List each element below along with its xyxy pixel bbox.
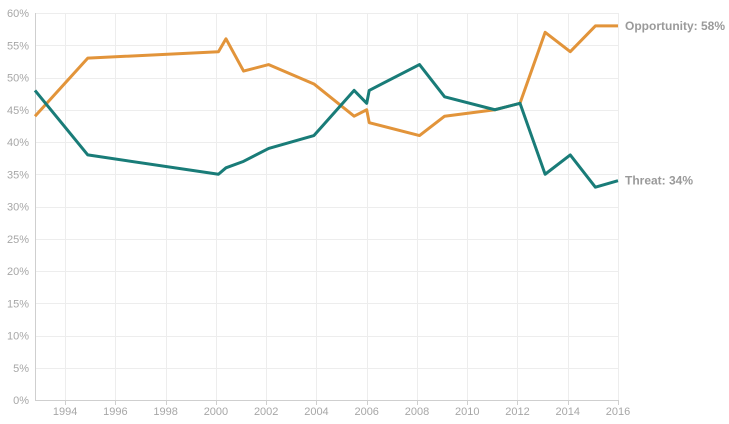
grid-lines (35, 13, 619, 405)
threat-end-label: Threat: 34% (625, 174, 693, 188)
y-tick-label: 25% (7, 234, 29, 246)
y-tick-label: 30% (7, 202, 29, 214)
x-axis-tick-labels: 1994 1996 1998 2000 2002 2004 2006 2008 2010 2012… (53, 406, 630, 418)
series-end-labels: Opportunity: 58% Threat: 34% (625, 19, 725, 188)
x-tick-label: 2012 (505, 406, 529, 418)
series-lines (33, 24, 619, 189)
x-tick-label: 1994 (53, 406, 77, 418)
x-tick-label: 2008 (405, 406, 429, 418)
x-tick-label: 2002 (254, 406, 278, 418)
y-tick-label: 10% (7, 331, 29, 343)
y-tick-label: 50% (7, 73, 29, 85)
x-tick-label: 2014 (555, 406, 579, 418)
y-tick-label: 35% (7, 169, 29, 181)
y-tick-label: 45% (7, 105, 29, 117)
threat-series-line (33, 63, 619, 189)
y-tick-label: 15% (7, 298, 29, 310)
opportunity-series-line (33, 24, 618, 138)
y-tick-label: 40% (7, 137, 29, 149)
y-axis-tick-labels: 0% 5% 10% 15% 20% 25% 30% 35% 40% 45% 50% 55% 60% (7, 8, 29, 407)
y-tick-label: 60% (7, 8, 29, 20)
opportunity-end-label: Opportunity: 58% (625, 19, 725, 33)
x-tick-label: 1996 (103, 406, 127, 418)
x-tick-label: 1998 (153, 406, 177, 418)
x-tick-label: 2010 (455, 406, 479, 418)
x-tick-label: 2000 (204, 406, 228, 418)
y-tick-label: 55% (7, 40, 29, 52)
y-tick-label: 5% (13, 363, 29, 375)
x-tick-label: 2016 (606, 406, 630, 418)
y-tick-label: 0% (13, 395, 29, 407)
x-tick-label: 2006 (354, 406, 378, 418)
x-tick-label: 2004 (304, 406, 328, 418)
y-tick-label: 20% (7, 266, 29, 278)
